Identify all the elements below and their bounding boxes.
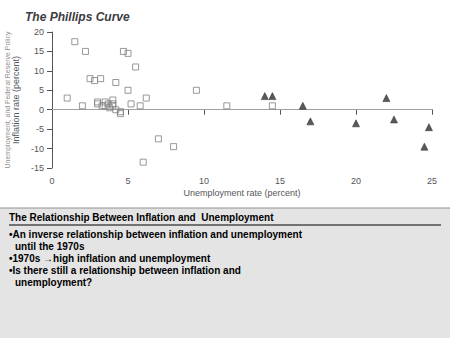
svg-text:15: 15 — [34, 46, 44, 56]
svg-text:unemployment?: unemployment? — [15, 277, 92, 288]
svg-text:•1970s →high inflation and une: •1970s →high inflation and unemployment — [9, 253, 211, 264]
svg-text:The Phillips Curve: The Phillips Curve — [25, 10, 130, 24]
svg-text:-15: -15 — [31, 163, 44, 173]
svg-text:20: 20 — [34, 27, 44, 37]
svg-text:•An inverse relationship betwe: •An inverse relationship between inflati… — [9, 229, 303, 240]
svg-text:5: 5 — [39, 85, 44, 95]
svg-text:Unemployment, and Federal Rese: Unemployment, and Federal Reserve Policy — [4, 31, 12, 168]
svg-text:•Is there still a relationship: •Is there still a relationship between i… — [9, 265, 241, 276]
svg-text:-10: -10 — [31, 144, 44, 154]
svg-text:Inflation rate (percent): Inflation rate (percent) — [11, 56, 21, 144]
svg-text:-5: -5 — [36, 124, 44, 134]
svg-text:Unemployment rate (percent): Unemployment rate (percent) — [183, 188, 300, 198]
svg-text:The Relationship Between Infla: The Relationship Between Inflation and U… — [9, 212, 274, 223]
svg-text:15: 15 — [275, 176, 285, 186]
svg-text:until the 1970s: until the 1970s — [15, 241, 85, 252]
svg-text:0: 0 — [49, 176, 54, 186]
svg-text:20: 20 — [351, 176, 361, 186]
svg-text:10: 10 — [199, 176, 209, 186]
svg-text:25: 25 — [427, 176, 437, 186]
svg-text:0: 0 — [39, 105, 44, 115]
svg-text:10: 10 — [34, 66, 44, 76]
svg-text:5: 5 — [125, 176, 130, 186]
